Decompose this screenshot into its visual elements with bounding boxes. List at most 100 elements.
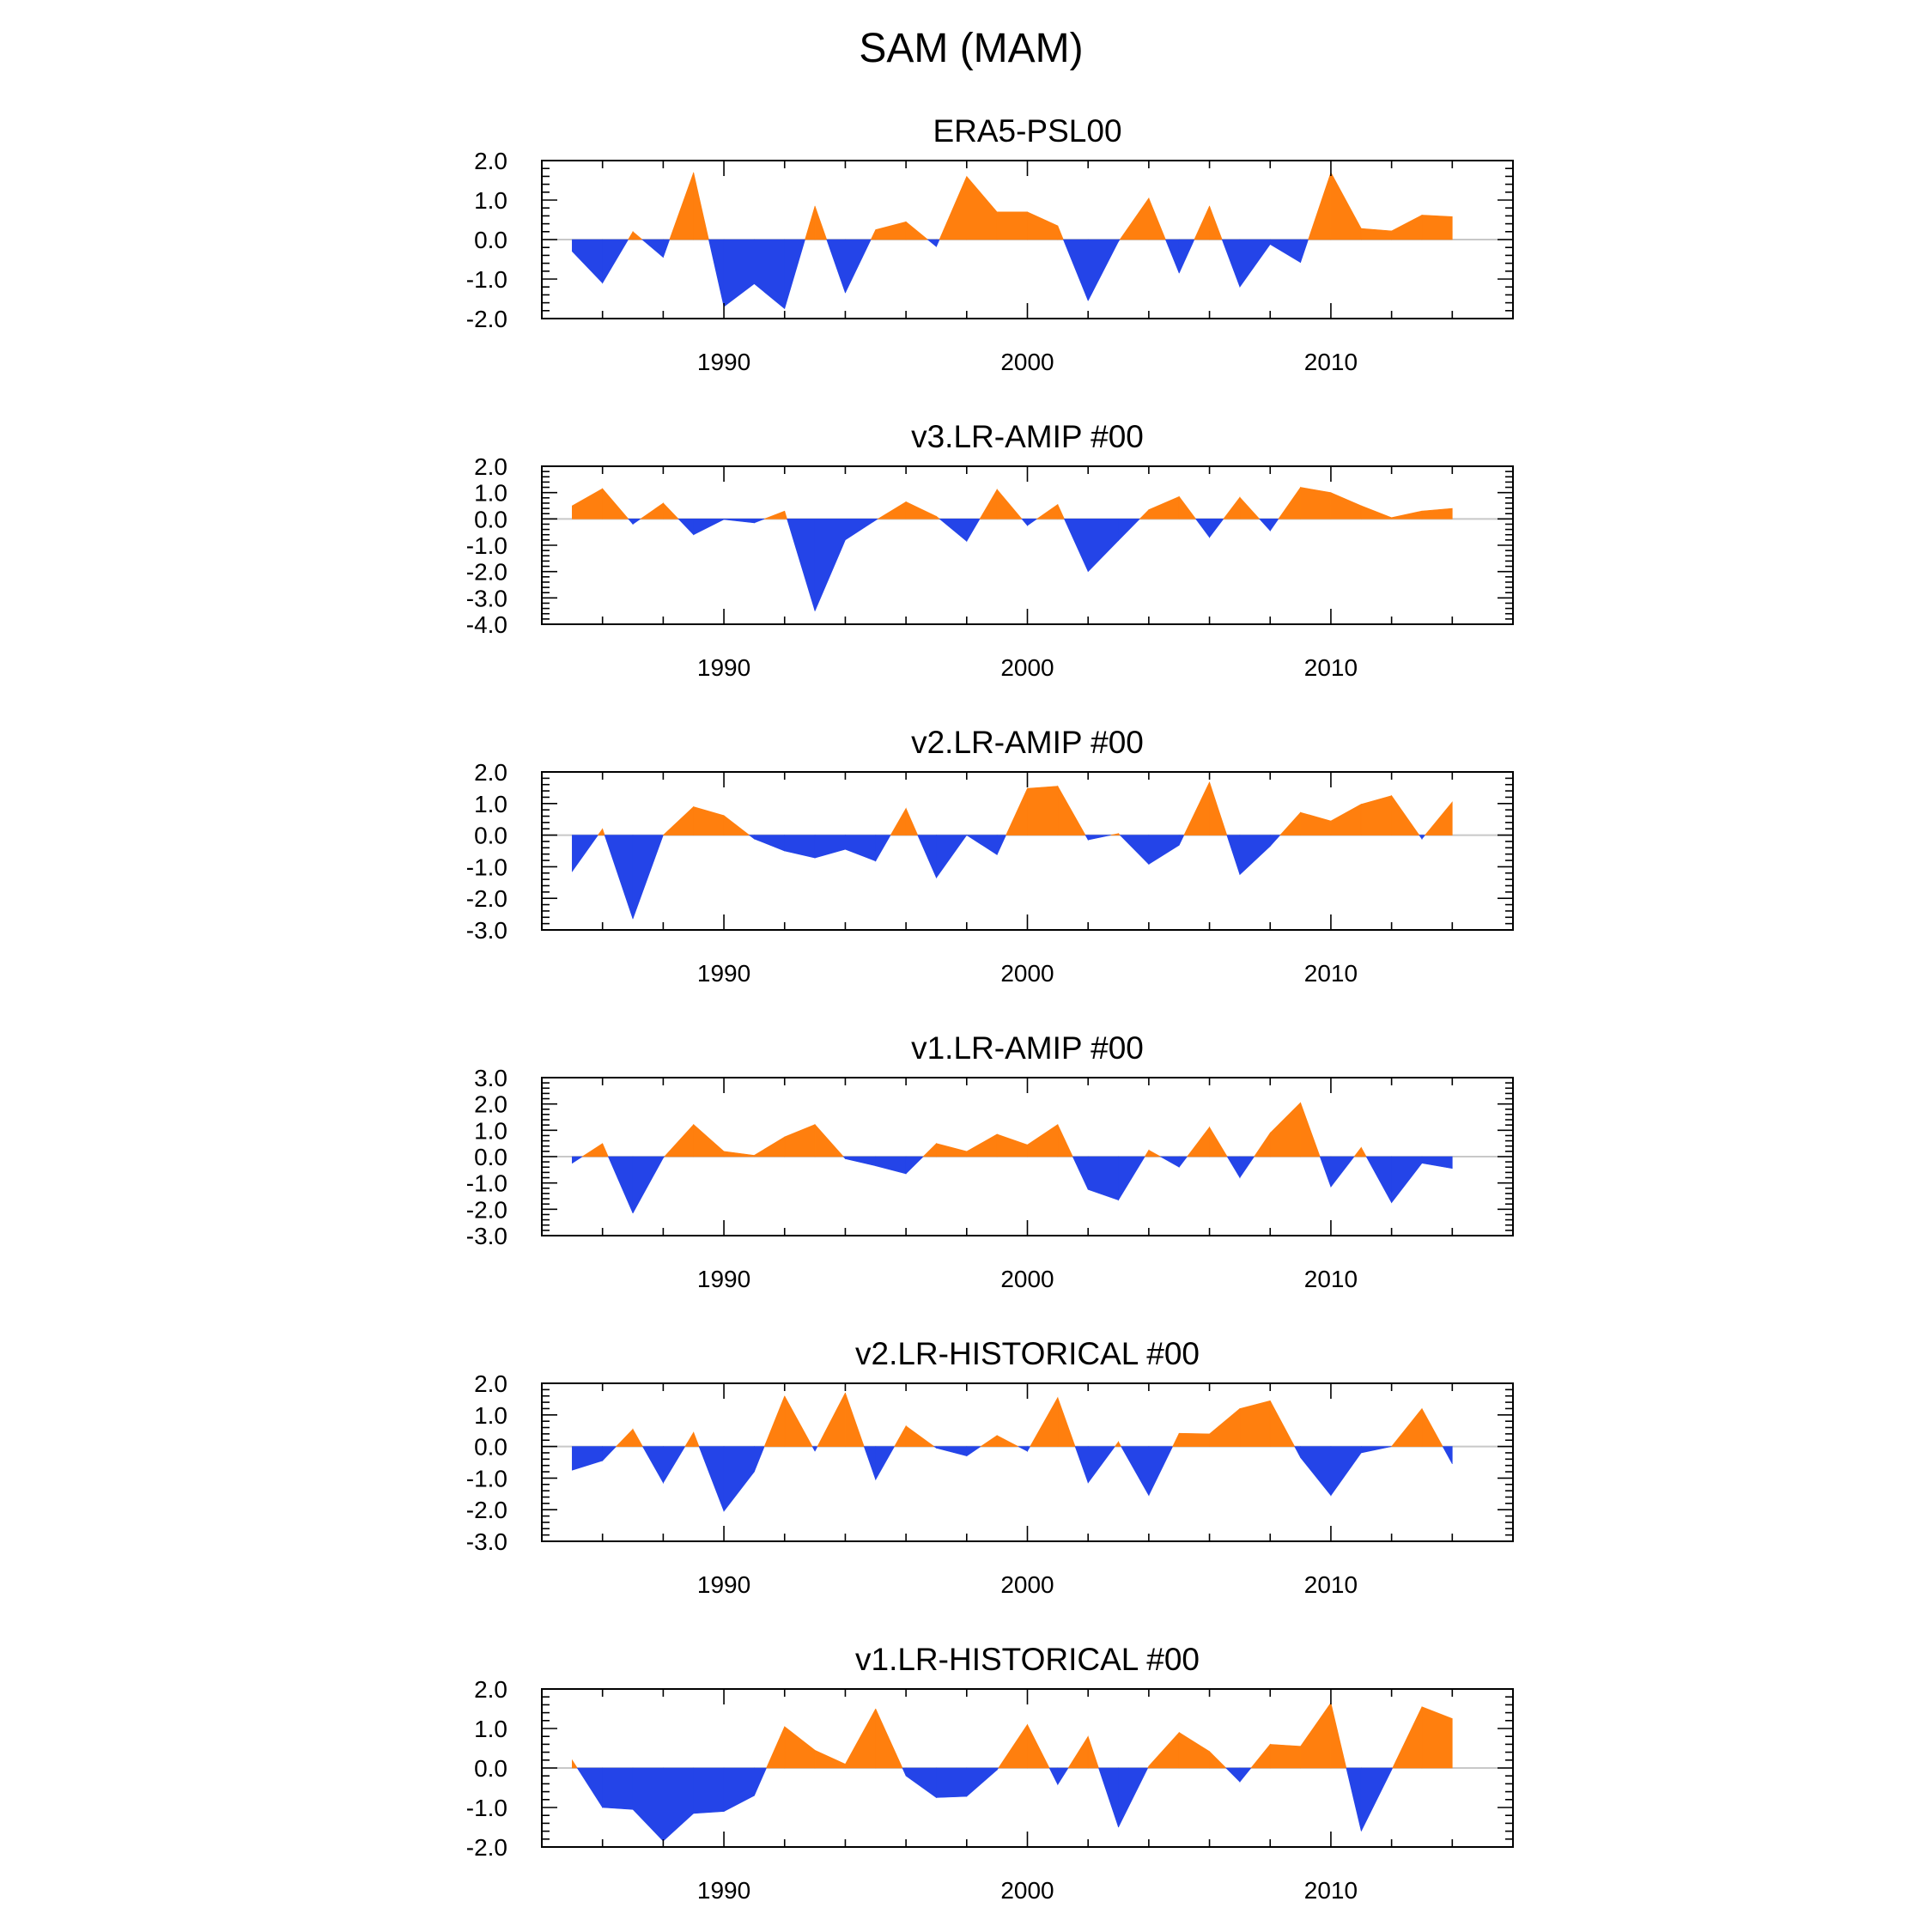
- y-tick-label: -2.0: [466, 306, 507, 332]
- positive-area: [764, 510, 786, 519]
- positive-area: [1278, 486, 1301, 519]
- negative-area: [1346, 1767, 1362, 1832]
- negative-area: [936, 1767, 968, 1798]
- y-tick-label: 2.0: [474, 759, 507, 786]
- negative-area: [1391, 1156, 1423, 1204]
- panel-5: v2.LR-HISTORICAL #00 -3.0 -2.0 -1.0 0.0 1.0 2.…: [466, 1336, 1514, 1598]
- positive-area: [723, 1151, 755, 1157]
- positive-area: [1421, 1408, 1443, 1447]
- positive-area: [1057, 1124, 1073, 1157]
- x-tick-label: 1990: [697, 349, 750, 375]
- negative-area: [1178, 835, 1185, 846]
- negative-area: [572, 1446, 603, 1471]
- y-tick-label: -1.0: [466, 532, 507, 559]
- positive-area: [1027, 1124, 1059, 1157]
- negative-area: [632, 1156, 664, 1214]
- positive-area: [966, 1133, 998, 1157]
- positive-area: [1209, 205, 1223, 240]
- negative-area: [1226, 835, 1241, 875]
- y-tick-label: -1.0: [466, 1795, 507, 1821]
- negative-area: [1239, 1767, 1252, 1783]
- positive-area: [628, 230, 634, 240]
- negative-area: [814, 519, 846, 611]
- positive-area: [572, 1759, 578, 1769]
- y-tick-label: -3.0: [466, 1223, 507, 1249]
- positive-area: [662, 805, 695, 835]
- negative-area: [784, 239, 805, 309]
- positive-area: [980, 1435, 998, 1447]
- positive-area: [1148, 495, 1180, 519]
- positive-area: [936, 1143, 968, 1157]
- negative-area: [1119, 835, 1150, 866]
- positive-area: [684, 1431, 695, 1447]
- positive-area: [693, 1431, 700, 1447]
- y-tick-label: -1.0: [466, 1465, 507, 1492]
- negative-area: [845, 519, 877, 541]
- panel-6: v1.LR-HISTORICAL #00 -2.0 -1.0 0.0 1.0 2.0 199…: [466, 1642, 1514, 1904]
- negative-area: [1269, 519, 1279, 532]
- negative-area: [1087, 835, 1111, 841]
- positive-area: [1353, 1146, 1362, 1157]
- positive-area: [615, 1428, 634, 1447]
- negative-area: [902, 1767, 907, 1777]
- y-tick-label: 1.0: [474, 1402, 507, 1429]
- positive-area: [632, 231, 643, 240]
- y-tick-label: 1.0: [474, 1117, 507, 1144]
- y-tick-label: -1.0: [466, 1170, 507, 1197]
- negative-area: [875, 835, 891, 862]
- negative-area: [663, 1446, 686, 1485]
- positive-area: [1300, 487, 1332, 519]
- x-tick-label: 2000: [1000, 1877, 1054, 1904]
- negative-area: [1195, 519, 1210, 538]
- negative-area: [1269, 835, 1281, 848]
- positive-area: [1057, 504, 1065, 519]
- negative-area: [641, 1446, 664, 1485]
- negative-area: [1178, 1156, 1188, 1169]
- negative-area: [1148, 835, 1180, 866]
- negative-area: [663, 1767, 695, 1842]
- negative-area: [628, 519, 634, 526]
- negative-area: [845, 239, 872, 294]
- positive-area: [639, 502, 664, 519]
- negative-area: [1360, 1767, 1392, 1832]
- negative-area: [917, 835, 937, 878]
- negative-area: [1226, 1156, 1241, 1179]
- panel-3: v2.LR-AMIP #00 -3.0 -2.0 -1.0 0.0 1.0 2.0 1990 2…: [466, 725, 1514, 987]
- negative-area: [1259, 519, 1271, 532]
- negative-area: [723, 239, 755, 307]
- positive-area: [763, 1395, 786, 1447]
- negative-area: [1121, 1446, 1150, 1497]
- y-tick-label: 3.0: [474, 1065, 507, 1091]
- negative-area: [1391, 1767, 1394, 1771]
- positive-area: [845, 1708, 877, 1769]
- positive-area: [1330, 1703, 1347, 1769]
- negative-area: [811, 1446, 816, 1452]
- positive-area: [814, 205, 828, 240]
- panel-title: v1.LR-AMIP #00: [911, 1030, 1144, 1066]
- y-tick-label: 0.0: [474, 1434, 507, 1461]
- y-tick-label: 0.0: [474, 506, 507, 532]
- positive-area: [996, 211, 1028, 240]
- positive-area: [1067, 1735, 1089, 1769]
- negative-area: [604, 835, 634, 920]
- negative-area: [663, 1156, 665, 1159]
- negative-area: [1048, 1767, 1059, 1785]
- negative-area: [602, 1767, 634, 1810]
- y-tick-label: 2.0: [474, 1676, 507, 1703]
- y-tick-label: -2.0: [466, 1497, 507, 1523]
- negative-area: [787, 519, 816, 611]
- positive-area: [1057, 1397, 1076, 1447]
- negative-area: [1300, 1446, 1332, 1497]
- positive-area: [1269, 1400, 1296, 1447]
- negative-area: [1209, 519, 1224, 538]
- positive-area: [1391, 214, 1423, 240]
- positive-area: [581, 1143, 603, 1157]
- x-tick-label: 2010: [1304, 960, 1358, 987]
- negative-area: [1118, 1767, 1149, 1828]
- positive-area: [996, 489, 1023, 519]
- negative-area: [576, 1767, 603, 1809]
- y-tick-label: -1.0: [466, 854, 507, 880]
- negative-area: [1018, 1446, 1028, 1452]
